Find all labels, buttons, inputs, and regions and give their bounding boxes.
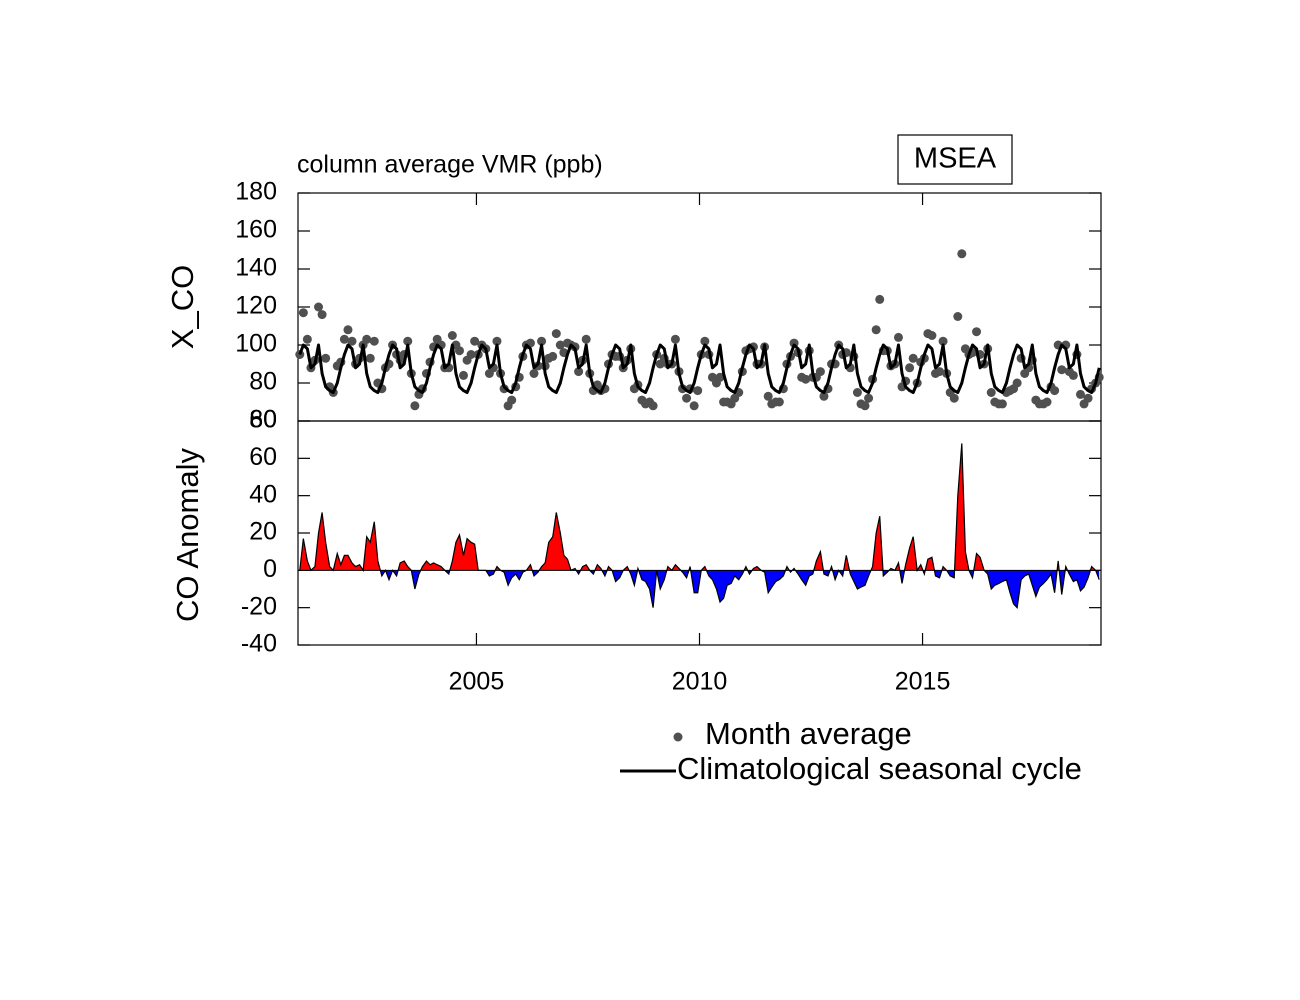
- data-point: [893, 332, 903, 342]
- y-axis-title: CO Anomaly: [170, 447, 205, 622]
- data-point: [908, 353, 918, 363]
- data-point: [905, 363, 915, 373]
- data-point: [689, 401, 699, 411]
- y-tick-label: 40: [249, 480, 277, 508]
- data-point: [574, 367, 584, 377]
- data-point: [365, 353, 375, 363]
- data-point: [537, 336, 547, 346]
- data-point: [317, 310, 327, 320]
- data-point: [935, 367, 945, 377]
- data-point: [871, 325, 881, 335]
- data-point: [670, 334, 680, 344]
- y-tick-label: 160: [235, 216, 277, 244]
- x-tick-label: 2005: [449, 668, 505, 696]
- y-tick-label: -40: [241, 630, 277, 658]
- annotation-box: [897, 134, 1013, 185]
- area-outline: [299, 443, 1100, 609]
- data-point: [492, 336, 502, 346]
- y-tick-label: 80: [249, 406, 277, 434]
- data-point: [700, 336, 710, 346]
- data-point: [715, 372, 725, 382]
- data-point: [949, 393, 959, 403]
- data-point: [347, 336, 357, 346]
- y-axis-title: X_CO: [165, 265, 200, 349]
- data-point: [648, 401, 658, 411]
- data-point: [314, 302, 324, 312]
- data-point: [852, 388, 862, 397]
- annotation: MSEA: [914, 143, 997, 175]
- data-point: [1012, 378, 1022, 388]
- y-tick-label: 140: [235, 254, 277, 282]
- data-point: [339, 334, 349, 344]
- x-tick-label: 2010: [672, 668, 728, 696]
- data-point: [1075, 389, 1085, 399]
- plot-frame: [297, 420, 1102, 646]
- data-point: [864, 393, 874, 403]
- y-tick-label: 60: [249, 443, 277, 471]
- data-point: [507, 395, 517, 405]
- data-point: [302, 334, 312, 344]
- data-point: [774, 397, 784, 407]
- legend-label: Climatological seasonal cycle: [677, 751, 1082, 786]
- data-point: [927, 331, 937, 340]
- data-point: [369, 336, 379, 346]
- data-point: [466, 350, 476, 359]
- line: [298, 343, 1101, 394]
- y-tick-label: 180: [235, 178, 277, 206]
- data-point: [815, 367, 825, 377]
- data-point: [682, 393, 692, 403]
- data-point: [410, 401, 420, 411]
- data-point: [801, 374, 811, 384]
- data-point: [298, 308, 308, 318]
- legend-marker: [673, 732, 683, 742]
- data-point: [860, 401, 870, 411]
- data-point: [362, 334, 372, 344]
- data-point: [470, 336, 480, 346]
- data-point: [548, 351, 558, 361]
- data-point: [459, 370, 469, 380]
- chart-title: column average VMR (ppb): [297, 151, 603, 179]
- data-point: [1050, 386, 1060, 396]
- data-point: [343, 325, 353, 335]
- y-tick-label: 20: [249, 518, 277, 546]
- data-point: [1083, 393, 1093, 403]
- data-point: [447, 331, 457, 340]
- data-point: [938, 336, 948, 346]
- data-point: [972, 327, 982, 337]
- data-point: [986, 388, 996, 397]
- y-tick-label: 0: [263, 555, 277, 583]
- data-point: [997, 399, 1007, 409]
- data-point: [529, 369, 539, 378]
- data-point: [1042, 397, 1052, 407]
- data-point: [953, 312, 963, 321]
- data-point: [321, 353, 331, 363]
- legend-label: Month average: [705, 716, 912, 751]
- y-tick-label: 120: [235, 292, 277, 320]
- x-tick-label: 2015: [895, 668, 951, 696]
- data-point: [819, 391, 829, 401]
- data-point: [581, 334, 591, 344]
- y-tick-label: 100: [235, 330, 277, 358]
- data-point: [763, 391, 773, 401]
- data-point: [1057, 365, 1067, 375]
- y-tick-label: 80: [249, 368, 277, 396]
- data-point: [454, 346, 464, 356]
- data-point: [1068, 370, 1078, 380]
- data-point: [875, 294, 885, 304]
- y-tick-label: 60: [249, 406, 277, 434]
- data-point: [693, 386, 703, 396]
- data-point: [957, 249, 967, 259]
- data-point: [551, 329, 561, 339]
- data-point: [555, 340, 565, 350]
- data-point: [403, 336, 413, 346]
- y-tick-label: -20: [241, 592, 277, 620]
